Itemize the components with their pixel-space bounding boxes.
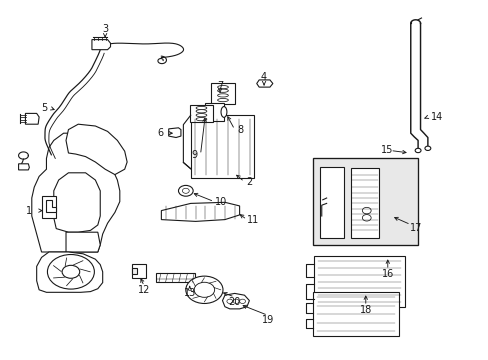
Bar (312, 292, 398, 336)
Polygon shape (66, 232, 100, 252)
Polygon shape (46, 200, 56, 212)
Text: 6: 6 (157, 128, 163, 138)
Text: 11: 11 (246, 215, 259, 225)
Text: 3: 3 (102, 24, 108, 34)
Ellipse shape (221, 107, 226, 117)
Text: 20: 20 (228, 297, 241, 307)
Polygon shape (25, 113, 39, 124)
Polygon shape (66, 124, 127, 175)
Text: 15: 15 (380, 145, 393, 156)
Circle shape (182, 188, 189, 193)
Text: 10: 10 (214, 197, 227, 207)
Bar (312, 158, 417, 245)
Bar (320, 167, 343, 238)
Bar (211, 83, 234, 104)
Circle shape (194, 282, 214, 297)
Circle shape (226, 299, 232, 303)
Polygon shape (92, 40, 110, 50)
Text: 4: 4 (261, 72, 266, 82)
Bar (205, 103, 224, 121)
Polygon shape (19, 164, 29, 170)
Circle shape (62, 265, 80, 278)
Circle shape (362, 207, 370, 214)
Ellipse shape (217, 94, 228, 97)
Bar (132, 268, 137, 274)
Polygon shape (54, 173, 100, 232)
Circle shape (185, 276, 223, 303)
Text: 9: 9 (191, 150, 197, 160)
Polygon shape (168, 128, 181, 138)
Circle shape (414, 148, 420, 153)
Polygon shape (41, 196, 56, 218)
Bar (190, 115, 254, 178)
Circle shape (362, 215, 370, 221)
Ellipse shape (196, 107, 206, 110)
Text: 19: 19 (261, 315, 274, 325)
Ellipse shape (196, 117, 206, 121)
Text: 17: 17 (409, 223, 422, 233)
Polygon shape (256, 80, 272, 87)
Text: 18: 18 (359, 305, 371, 315)
Ellipse shape (196, 113, 206, 117)
Text: 12: 12 (138, 285, 150, 295)
Ellipse shape (217, 85, 228, 89)
Ellipse shape (196, 109, 206, 113)
Bar (314, 256, 404, 307)
Polygon shape (37, 252, 102, 292)
Circle shape (233, 299, 239, 303)
Text: 8: 8 (237, 125, 243, 135)
Text: 2: 2 (246, 177, 252, 187)
Ellipse shape (217, 98, 228, 102)
Bar (189, 105, 213, 122)
Bar (350, 168, 379, 238)
Text: 13: 13 (183, 288, 196, 298)
Ellipse shape (202, 107, 208, 117)
Text: 1: 1 (26, 206, 32, 216)
Bar (156, 273, 194, 282)
Circle shape (424, 146, 430, 150)
Circle shape (239, 299, 245, 303)
Circle shape (47, 255, 94, 289)
Text: 14: 14 (429, 112, 442, 122)
Polygon shape (222, 293, 249, 309)
Polygon shape (32, 133, 120, 252)
Bar (132, 264, 145, 278)
Text: 7: 7 (217, 81, 223, 91)
Text: 16: 16 (381, 269, 393, 279)
Ellipse shape (217, 89, 228, 93)
Polygon shape (161, 202, 239, 221)
Circle shape (178, 185, 193, 196)
Text: 5: 5 (41, 103, 47, 113)
